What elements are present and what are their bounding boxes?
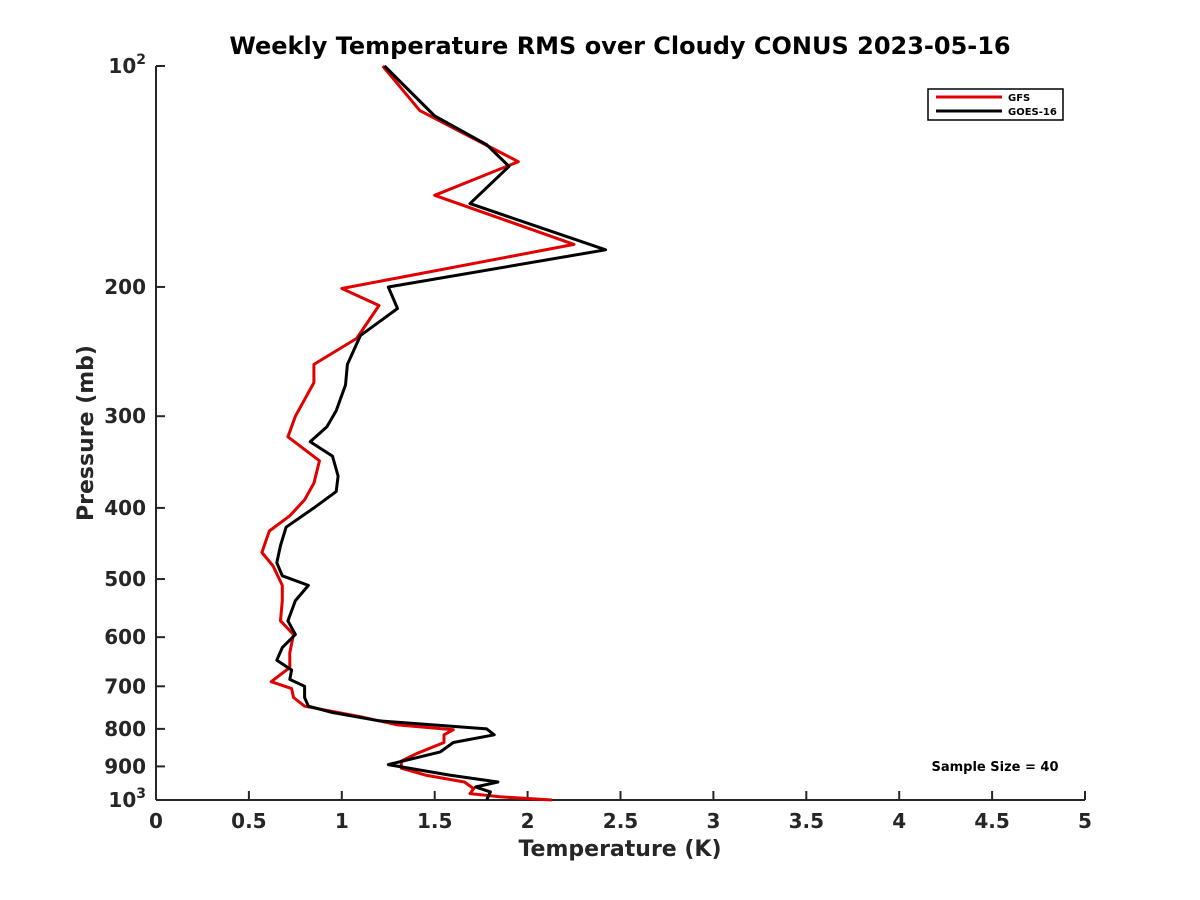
x-tick-label: 5 [1078,809,1092,833]
x-tick-label: 4.5 [974,809,1009,833]
x-tick-label: 3.5 [789,809,824,833]
y-tick-label: 700 [104,674,146,698]
x-tick-label: 1 [335,809,349,833]
plot-area: 0 0.5 1 1.5 2 2.5 3 3.5 4 4.5 5 102 200 300 400 500 600 7… [104,52,1092,833]
y-axis-label: Pressure (mb) [74,345,99,521]
legend-label-goes16: GOES-16 [1008,107,1057,118]
legend: GFS GOES-16 [927,88,1064,121]
sample-size-annotation: Sample Size = 40 [931,760,1058,775]
y-tick-label: 800 [104,717,146,741]
chart-title: Weekly Temperature RMS over Cloudy CONUS… [229,32,1010,60]
x-tick-label: 0 [149,809,163,833]
y-tick-label: 102 [108,52,146,78]
x-tick-label: 0.5 [231,809,266,833]
y-tick-label: 500 [104,567,146,591]
y-tick-label: 900 [104,754,146,778]
y-tick-label: 103 [108,786,146,812]
legend-label-gfs: GFS [1008,93,1030,104]
series-line-goes-16 [275,64,608,801]
x-tick-label: 2 [521,809,535,833]
x-tick-label: 3 [706,809,720,833]
y-tick-label: 400 [104,496,146,520]
y-tick-label: 600 [104,625,146,649]
legend-box [927,88,1064,121]
y-tick-label: 200 [104,275,146,299]
x-tick-label: 4 [892,809,906,833]
x-tick-label: 2.5 [603,809,638,833]
x-tick-label: 1.5 [417,809,452,833]
x-axis-label: Temperature (K) [518,837,721,862]
y-tick-label: 300 [104,404,146,428]
